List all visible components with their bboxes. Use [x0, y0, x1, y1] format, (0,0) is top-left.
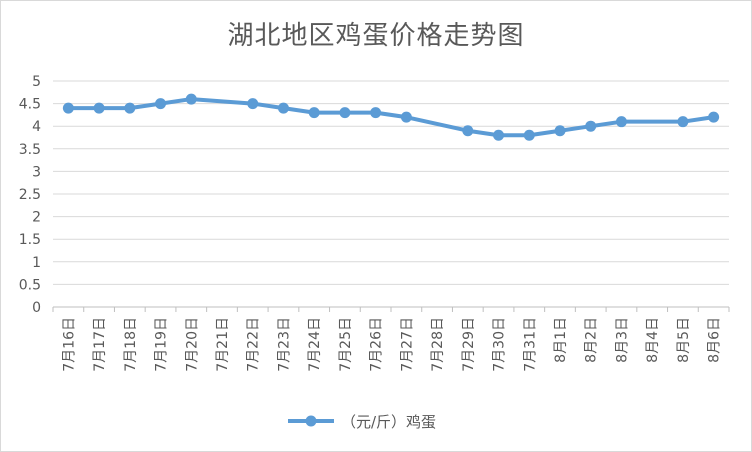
x-tick-label: 7月23日 — [276, 317, 292, 372]
data-point — [339, 107, 351, 119]
x-tick-label: 7月31日 — [522, 317, 538, 372]
y-tick-label: 3.5 — [19, 142, 41, 158]
x-tick-label: 7月26日 — [369, 317, 385, 372]
data-point — [615, 116, 627, 128]
chart-title: 湖北地区鸡蛋价格走势图 — [227, 21, 525, 51]
x-tick-label: 8月1日 — [553, 317, 569, 363]
y-tick-label: 5 — [32, 74, 41, 90]
x-tick-label: 8月4日 — [645, 317, 661, 363]
legend-label: （元/斤）鸡蛋 — [341, 413, 436, 431]
x-tick-label: 7月19日 — [154, 317, 170, 372]
y-tick-label: 0 — [32, 300, 41, 316]
data-point — [493, 129, 505, 141]
data-point — [462, 125, 474, 137]
y-tick-label: 1 — [32, 255, 41, 271]
x-tick-label: 7月21日 — [215, 317, 231, 372]
data-point — [708, 111, 720, 123]
data-point — [277, 102, 289, 114]
y-tick-label: 4 — [32, 119, 41, 135]
y-tick-label: 1.5 — [19, 232, 41, 248]
data-point — [185, 93, 197, 105]
x-tick-label: 8月2日 — [584, 317, 600, 363]
x-tick-label: 7月17日 — [92, 317, 108, 372]
x-tick-label: 7月22日 — [246, 317, 262, 372]
data-point — [677, 116, 689, 128]
x-tick-label: 7月25日 — [338, 317, 354, 372]
x-tick-label: 8月5日 — [676, 317, 692, 363]
x-tick-label: 7月18日 — [123, 317, 139, 372]
data-point — [308, 107, 320, 119]
data-point — [155, 98, 167, 110]
y-tick-label: 3 — [32, 164, 41, 180]
data-point — [554, 125, 566, 137]
legend-marker — [305, 415, 317, 427]
data-point — [62, 102, 74, 114]
x-tick-label: 7月20日 — [184, 317, 200, 372]
x-tick-label: 7月29日 — [461, 317, 477, 372]
y-tick-label: 4.5 — [19, 97, 41, 113]
data-point — [93, 102, 105, 114]
y-tick-label: 2 — [32, 210, 41, 226]
x-tick-label: 7月16日 — [61, 317, 77, 372]
x-tick-label: 8月3日 — [614, 317, 630, 363]
x-tick-label: 8月6日 — [707, 317, 723, 363]
x-tick-label: 7月24日 — [307, 317, 323, 372]
data-point — [400, 111, 412, 123]
data-point — [124, 102, 136, 114]
data-point — [370, 107, 382, 119]
y-tick-label: 0.5 — [19, 277, 41, 293]
data-point — [585, 120, 597, 132]
y-tick-label: 2.5 — [19, 187, 41, 203]
data-point — [247, 98, 259, 110]
data-point — [523, 129, 535, 141]
x-tick-label: 7月30日 — [492, 317, 508, 372]
x-tick-label: 7月28日 — [430, 317, 446, 372]
x-tick-label: 7月27日 — [399, 317, 415, 372]
